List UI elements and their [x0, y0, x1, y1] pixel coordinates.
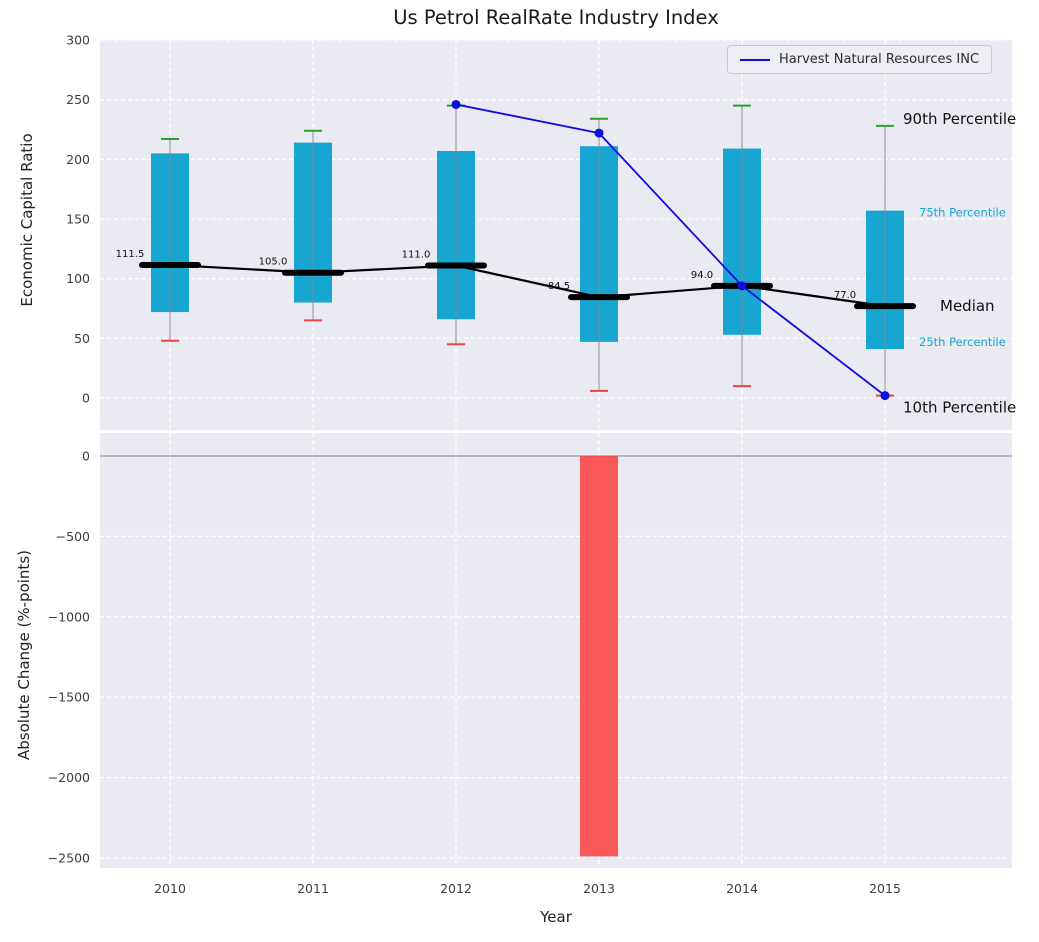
top-y-tick-label: 0: [82, 391, 90, 406]
top-y-axis-label: Economic Capital Ratio: [18, 133, 36, 307]
percentile-annotation: 10th Percentile: [903, 399, 1016, 417]
top-y-tick-label: 200: [66, 152, 90, 167]
bottom-y-tick-label: −2000: [48, 770, 90, 785]
top-y-tick-label: 150: [66, 212, 90, 227]
x-tick-label: 2012: [440, 881, 472, 896]
company-series-point: [880, 391, 890, 401]
top-y-tick-label: 250: [66, 92, 90, 107]
legend-line-sample: [740, 58, 770, 61]
change-bar-2013: [580, 456, 618, 857]
x-tick-label: 2010: [154, 881, 186, 896]
company-series-point: [737, 281, 747, 291]
x-tick-label: 2015: [869, 881, 901, 896]
x-tick-label: 2013: [583, 881, 615, 896]
median-value-label: 111.5: [116, 249, 145, 260]
median-value-label: 111.0: [402, 250, 431, 261]
median-value-label: 84.5: [548, 281, 570, 292]
top-y-tick-label: 50: [74, 331, 90, 346]
bottom-y-tick-label: −2500: [48, 851, 90, 866]
median-value-label: 105.0: [259, 257, 288, 268]
bottom-y-tick-label: −1000: [48, 609, 90, 624]
company-series-line: [455, 103, 886, 397]
top-panel-background: [100, 40, 1012, 430]
median-value-label: 94.0: [691, 270, 713, 281]
top-y-tick-label: 300: [66, 33, 90, 48]
percentile-annotation: Median: [940, 297, 995, 315]
bottom-y-tick-label: −500: [56, 529, 90, 544]
x-axis-label: Year: [540, 908, 572, 926]
bottom-panel-background: [100, 433, 1012, 868]
bottom-y-tick-label: 0: [82, 449, 90, 464]
bottom-y-tick-label: −1500: [48, 690, 90, 705]
legend-entry-label: Harvest Natural Resources INC: [779, 52, 980, 67]
bottom-y-axis-label: Absolute Change (%-points): [15, 550, 33, 760]
x-tick-label: 2014: [726, 881, 758, 896]
percentile-annotation: 90th Percentile: [903, 110, 1016, 128]
company-series-point: [594, 128, 604, 138]
company-series-point: [451, 99, 461, 109]
legend: Harvest Natural Resources INC: [727, 45, 993, 74]
top-y-tick-label: 100: [66, 271, 90, 286]
percentile-annotation: 25th Percentile: [919, 335, 1006, 349]
x-tick-label: 2011: [297, 881, 329, 896]
median-value-label: 77.0: [834, 290, 856, 301]
percentile-annotation: 75th Percentile: [919, 206, 1006, 220]
chart-title: Us Petrol RealRate Industry Index: [393, 6, 719, 29]
